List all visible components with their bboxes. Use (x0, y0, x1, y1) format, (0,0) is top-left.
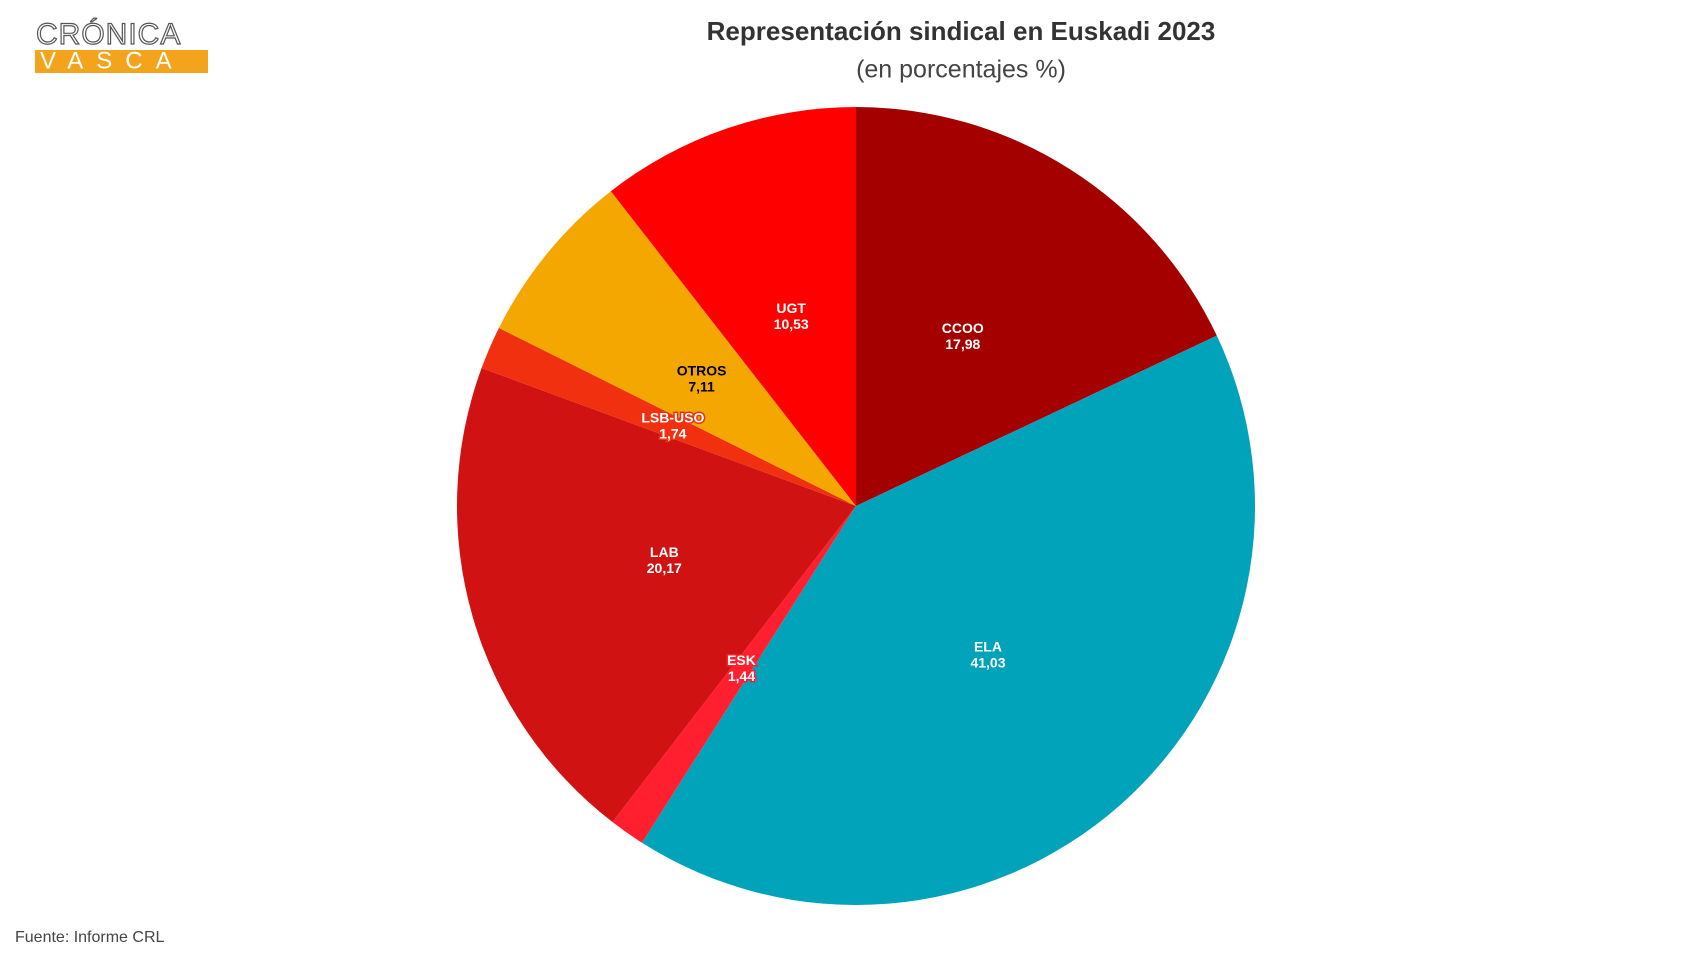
pie-slice (612, 506, 856, 843)
slice-value-label: 1,44 (728, 668, 755, 684)
slice-label: UGT (776, 300, 806, 316)
slice-value-label: 41,03 (970, 654, 1005, 670)
pie-slice (641, 335, 1255, 905)
slice-value-label: 1,74 (659, 426, 686, 442)
pie-slice (481, 327, 856, 506)
pie-slice (457, 368, 856, 823)
logo-line2: VASCA (40, 47, 185, 74)
slice-value-label: 20,17 (647, 560, 682, 576)
pie-slice (498, 191, 856, 506)
pie-slice (856, 107, 1217, 506)
slice-label: ELA (974, 638, 1002, 654)
chart-subtitle: (en porcentajes %) (856, 56, 1066, 84)
chart-title: Representación sindical en Euskadi 2023 (707, 16, 1216, 46)
source-note: Fuente: Informe CRL (15, 929, 165, 946)
slice-label: LSB-USO (641, 410, 704, 426)
logo: CRÓNICA VASCA (35, 17, 208, 74)
slice-value-label: 17,98 (945, 336, 980, 352)
pie-labels: CCOO17,98ELA41,03ESK1,44LAB20,17LSB-USO1… (640, 299, 1007, 686)
slice-value-label: 10,53 (774, 316, 809, 332)
slice-label: LAB (650, 544, 679, 560)
slice-label: CCOO (942, 320, 984, 336)
pie-slice (610, 106, 856, 506)
pie (457, 106, 1255, 905)
slice-label: ESK (727, 652, 756, 668)
slice-label: OTROS (677, 362, 727, 378)
logo-bar (35, 50, 208, 73)
logo-line1: CRÓNICA (36, 18, 181, 51)
slice-value-label: 7,11 (688, 378, 715, 394)
